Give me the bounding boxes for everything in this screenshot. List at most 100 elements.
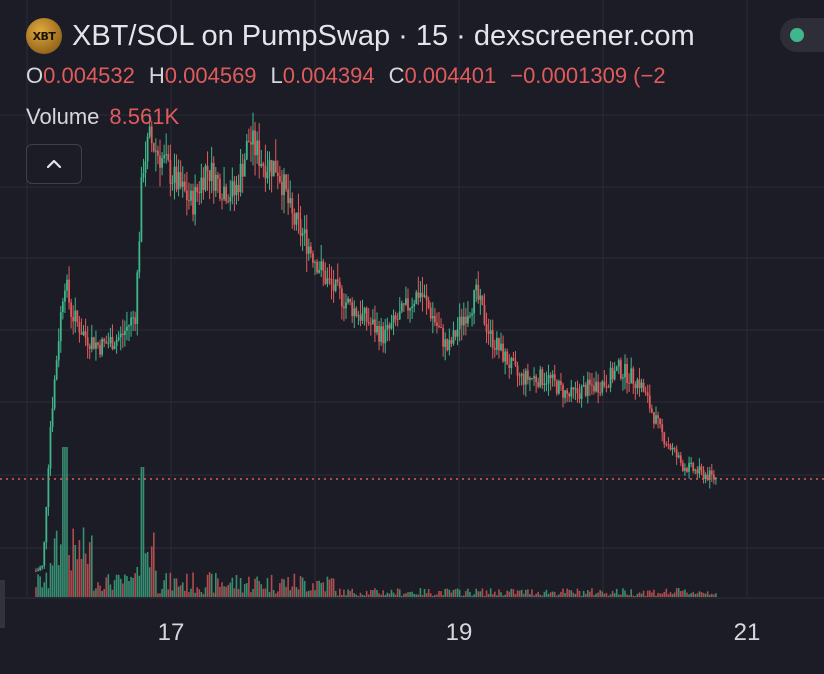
volume-bar <box>243 584 246 597</box>
candle-body <box>303 229 306 234</box>
volume-bar <box>41 587 43 597</box>
candle-body <box>349 298 352 303</box>
volume-bar <box>103 589 105 597</box>
candle-body <box>208 170 211 182</box>
candle-body <box>698 466 701 474</box>
volume-bar <box>308 590 310 597</box>
volume-bar <box>694 593 697 597</box>
candle-body <box>140 177 143 242</box>
candle-body <box>223 186 225 200</box>
volume-bar <box>384 594 387 597</box>
volume-bar <box>194 592 196 597</box>
candle-body <box>429 307 432 319</box>
candle-body <box>444 339 447 347</box>
volume-bar <box>124 574 126 597</box>
candle-body <box>427 300 430 308</box>
candle-body <box>51 408 54 427</box>
volume-bar <box>57 565 60 597</box>
collapse-legend-button[interactable] <box>26 144 82 184</box>
volume-bar <box>380 594 382 597</box>
volume-bar <box>469 591 471 597</box>
volume-bar <box>638 592 641 597</box>
candle-body <box>318 270 321 273</box>
volume-bar <box>520 589 523 597</box>
candle-body <box>237 184 240 193</box>
candle-body <box>380 326 383 342</box>
candle-body <box>285 174 287 190</box>
candle-body <box>498 337 500 351</box>
candle-body <box>679 455 682 463</box>
volume-bar <box>196 587 198 597</box>
candle-body <box>495 337 498 350</box>
volume-bar <box>411 591 413 597</box>
candle-body <box>154 150 157 152</box>
volume-bar <box>246 583 248 597</box>
volume-bar <box>138 575 141 597</box>
candle-body <box>487 331 490 334</box>
candle-body <box>289 198 292 204</box>
left-scroll-handle[interactable] <box>0 580 5 628</box>
candle-body <box>514 360 517 366</box>
volume-bar <box>700 592 703 597</box>
volume-bar <box>35 587 37 597</box>
candle-body <box>55 360 58 380</box>
volume-bar <box>698 591 701 597</box>
volume-bar <box>204 587 207 597</box>
candle-body <box>86 337 89 346</box>
volume-bar <box>570 590 573 597</box>
volume-bar <box>572 592 575 597</box>
volume-bar <box>568 589 570 597</box>
volume-bar <box>215 573 217 597</box>
candle-body <box>250 142 252 145</box>
volume-bar <box>634 595 637 597</box>
low-value: 0.004394 <box>282 63 375 88</box>
candle-body <box>570 387 573 397</box>
volume-bar <box>155 570 157 597</box>
candle-body <box>72 316 75 322</box>
candle-body <box>241 163 244 177</box>
status-indicator[interactable] <box>780 18 824 52</box>
candle-body <box>90 337 93 350</box>
volume-bar <box>208 572 211 597</box>
candle-body <box>531 377 533 379</box>
volume-bar <box>212 592 215 597</box>
volume-bar <box>566 588 568 597</box>
volume-bar <box>186 573 188 597</box>
volume-bar <box>117 574 120 597</box>
candle-body <box>611 367 614 380</box>
volume-bar <box>403 593 405 597</box>
volume-bar <box>463 595 465 597</box>
volume-bar <box>444 588 446 597</box>
volume-bar <box>591 588 593 597</box>
volume-bar <box>388 593 391 597</box>
candle-body <box>708 470 711 480</box>
volume-bar <box>684 589 686 597</box>
candle-body <box>204 165 207 191</box>
volume-bar <box>429 593 432 597</box>
volume-bar <box>436 594 438 597</box>
candle-body <box>144 161 147 174</box>
volume-bar <box>539 594 542 597</box>
volume-bar <box>669 592 672 597</box>
candle-body <box>258 140 261 166</box>
candle-body <box>650 408 653 413</box>
volume-bar <box>607 595 610 597</box>
candle-body <box>150 126 153 144</box>
volume-bar <box>250 592 252 597</box>
volume-bar <box>713 594 715 597</box>
volume-bar <box>574 594 577 597</box>
candle-body <box>415 292 418 304</box>
volume-bar <box>487 593 490 597</box>
volume-bar <box>636 593 639 597</box>
candle-body <box>64 290 66 302</box>
candle-body <box>409 308 411 311</box>
volume-bar <box>173 578 176 597</box>
candle-body <box>231 181 234 197</box>
volume-bar <box>427 589 430 597</box>
candle-body <box>262 163 265 166</box>
volume-bar <box>140 467 143 597</box>
candle-body <box>615 366 618 371</box>
volume-bar <box>167 589 170 597</box>
volume-bar <box>355 594 358 597</box>
